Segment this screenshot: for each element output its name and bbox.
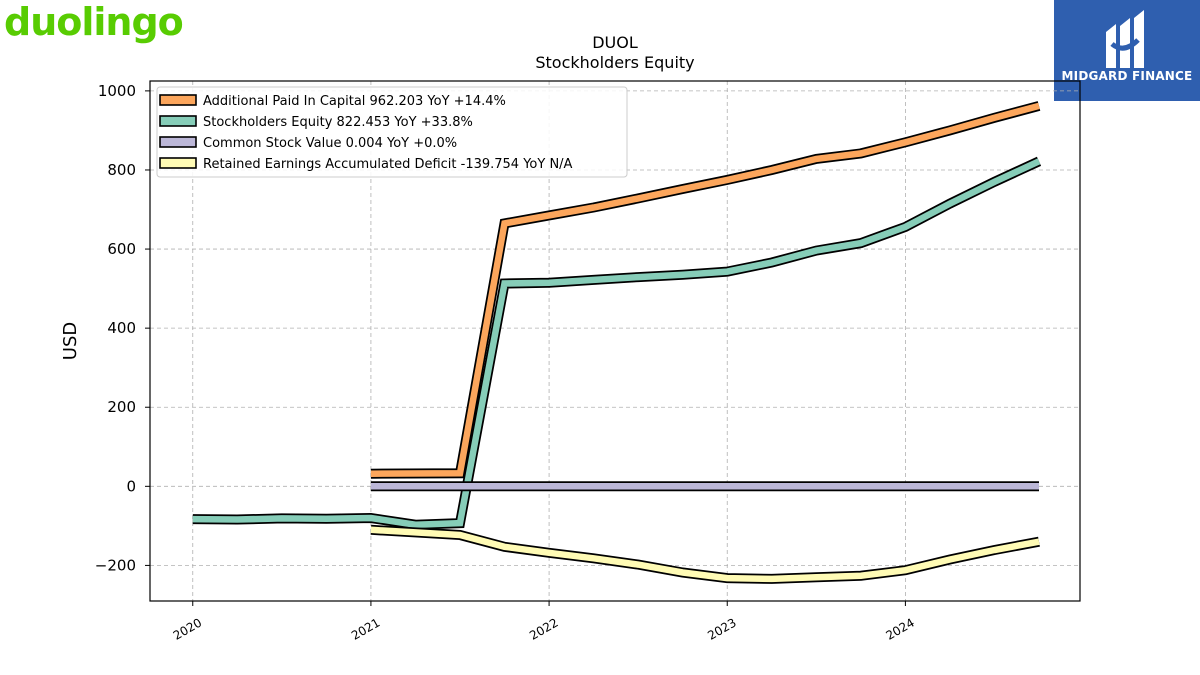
x-tick-label-0: 2020 xyxy=(171,615,204,642)
y-tick-label-0: −200 xyxy=(95,556,136,574)
y-tick-label-3: 400 xyxy=(107,319,136,337)
midgard-finance-badge: MIDGARD FINANCE xyxy=(1054,0,1200,101)
y-tick-label-1: 0 xyxy=(126,477,136,495)
series-0 xyxy=(370,101,1041,479)
y-tick-label-2: 200 xyxy=(107,398,136,416)
badge-text: MIDGARD FINANCE xyxy=(1061,69,1193,83)
chart-title: DUOL xyxy=(592,33,638,52)
legend-label-1: Stockholders Equity 822.453 YoY +33.8% xyxy=(203,115,473,130)
chart-subtitle: Stockholders Equity xyxy=(535,53,694,72)
y-axis-label: USD xyxy=(60,322,81,360)
y-tick-label-6: 1000 xyxy=(98,82,136,100)
x-axis-ticks: 2020 2021 2022 2023 2024 xyxy=(171,601,917,643)
y-axis-ticks: −200 0 200 400 600 800 1000 xyxy=(95,82,150,574)
y-tick-label-4: 600 xyxy=(107,240,136,258)
series-1 xyxy=(192,156,1042,530)
series-line-3 xyxy=(370,526,1040,583)
x-tick-label-4: 2024 xyxy=(883,615,916,642)
legend-label-2: Common Stock Value 0.004 YoY +0.0% xyxy=(203,136,457,151)
legend-swatch-2 xyxy=(159,136,197,148)
midgard-logo-mark-icon xyxy=(1106,10,1144,68)
x-tick-label-2: 2022 xyxy=(527,615,560,642)
legend-swatch-1 xyxy=(159,115,197,127)
legend-swatch-3 xyxy=(159,157,197,169)
y-tick-label-5: 800 xyxy=(107,161,136,179)
plot-frame xyxy=(149,80,1081,602)
series-3 xyxy=(370,524,1040,584)
x-tick-label-3: 2023 xyxy=(705,615,738,642)
series-line-1 xyxy=(192,158,1041,528)
duolingo-logo: duolingo xyxy=(4,0,184,44)
series-outline-1 xyxy=(192,156,1042,530)
legend-swatch-0 xyxy=(159,94,197,106)
series-line-0 xyxy=(370,102,1040,477)
legend: Additional Paid In Capital 962.203 YoY +… xyxy=(156,86,628,178)
legend-label-0: Additional Paid In Capital 962.203 YoY +… xyxy=(203,94,506,109)
series-lines xyxy=(192,101,1042,584)
legend-label-3: Retained Earnings Accumulated Deficit -1… xyxy=(203,157,573,172)
legend-box xyxy=(156,86,628,178)
x-tick-label-1: 2021 xyxy=(349,615,382,642)
